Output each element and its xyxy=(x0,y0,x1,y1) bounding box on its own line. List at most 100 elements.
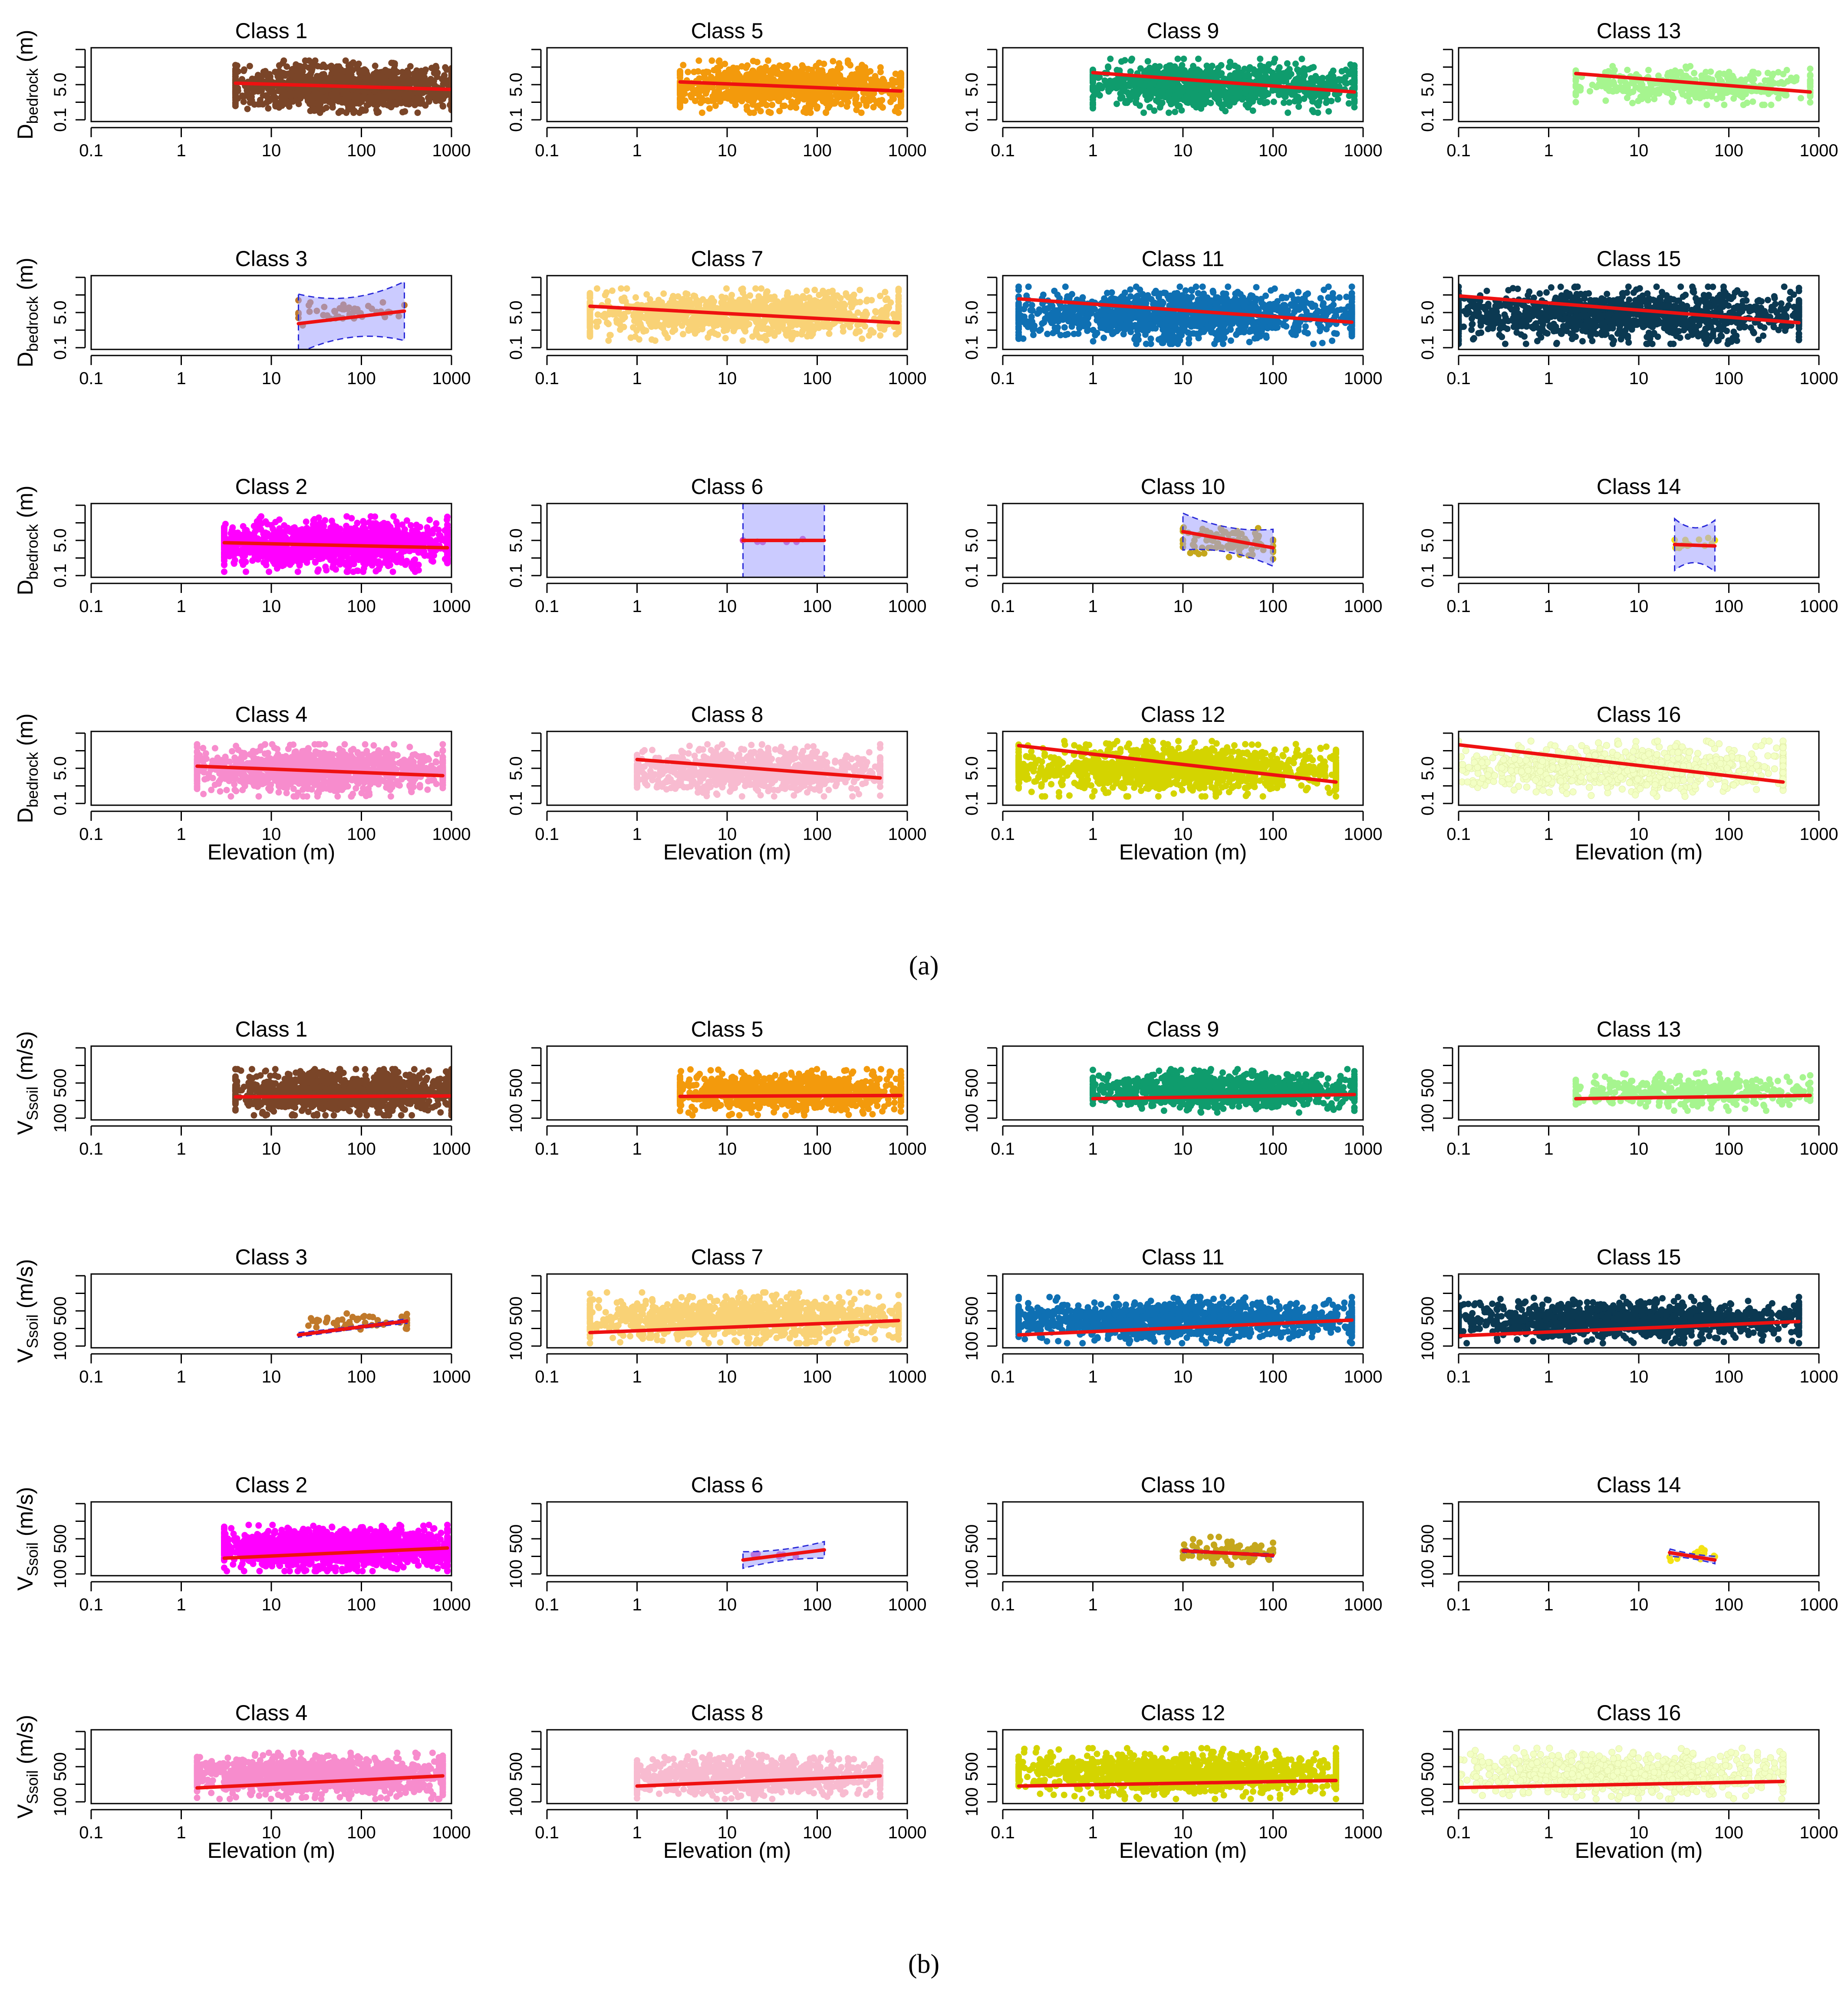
scatter-point xyxy=(1295,76,1302,83)
scatter-point xyxy=(769,304,775,311)
scatter-point xyxy=(794,298,801,305)
scatter-point xyxy=(784,289,791,296)
scatter-point xyxy=(609,287,616,294)
scatter-point xyxy=(1121,88,1128,95)
scatter-point xyxy=(258,86,265,93)
scatter-point xyxy=(1292,60,1299,67)
scatter-point xyxy=(603,319,610,326)
scatter-point xyxy=(1272,56,1278,63)
scatter-point xyxy=(448,101,451,108)
scatter-point xyxy=(1740,102,1747,109)
scatter-point xyxy=(844,99,851,106)
scatter-point xyxy=(771,293,778,300)
scatter-point xyxy=(399,69,406,76)
scatter-point xyxy=(672,326,679,333)
scatter-point xyxy=(1166,91,1173,98)
scatter-point xyxy=(895,329,902,336)
x-tick-label: 10 xyxy=(718,141,737,160)
scatter-point xyxy=(747,109,754,116)
scatter-point xyxy=(1654,87,1661,94)
scatter-point xyxy=(1351,104,1358,111)
scatter-point xyxy=(1090,79,1096,85)
scatter-point xyxy=(750,67,757,74)
scatter-point xyxy=(371,88,378,94)
scatter-point xyxy=(1096,74,1103,80)
scatter-point xyxy=(1144,58,1151,65)
scatter-point xyxy=(1755,70,1762,77)
scatter-point xyxy=(712,330,718,337)
scatter-point xyxy=(755,88,762,95)
scatter-point xyxy=(800,108,807,115)
scatter-point xyxy=(257,101,264,108)
scatter-point xyxy=(822,296,828,303)
scatter-point xyxy=(289,91,296,98)
scatter-point xyxy=(586,333,593,340)
scatter-point xyxy=(1166,66,1173,73)
panel-title: Class 13 xyxy=(1597,19,1681,43)
scatter-point xyxy=(771,332,778,339)
scatter-point xyxy=(758,100,765,107)
scatter-point xyxy=(443,66,450,73)
scatter-point xyxy=(278,89,285,95)
scatter-point xyxy=(1729,72,1736,79)
scatter-point xyxy=(328,92,335,99)
scatter-point xyxy=(749,98,756,105)
scatter-point xyxy=(1101,77,1108,84)
scatter-point xyxy=(798,331,805,338)
scatter-point xyxy=(877,332,884,339)
scatter-point xyxy=(734,318,741,325)
scatter-point xyxy=(388,88,395,95)
scatter-point xyxy=(1612,83,1619,90)
scatter-point xyxy=(755,316,762,323)
scatter-point xyxy=(1351,99,1358,106)
panel-frame xyxy=(546,47,908,122)
x-tick-label: 0.1 xyxy=(535,141,559,160)
scatter-point xyxy=(654,313,661,320)
scatter-point xyxy=(1698,76,1705,82)
scatter-point xyxy=(1172,109,1179,115)
scatter-point xyxy=(1295,103,1302,110)
scatter-point xyxy=(1733,88,1740,95)
scatter-point xyxy=(302,57,309,64)
scatter-point xyxy=(405,77,412,84)
scatter-point xyxy=(664,334,671,341)
scatter-point xyxy=(1703,102,1710,109)
plot-area xyxy=(232,57,451,116)
scatter-point xyxy=(605,337,612,344)
panel-frame xyxy=(90,275,452,350)
scatter-point xyxy=(362,69,369,76)
scatter-point xyxy=(677,99,683,105)
scatter-point xyxy=(705,69,712,76)
scatter-point xyxy=(1665,70,1672,77)
scatter-point xyxy=(804,310,811,317)
scatter-point xyxy=(752,285,759,292)
scatter-point xyxy=(722,335,729,342)
scatter-point xyxy=(1596,76,1603,82)
scatter-point xyxy=(666,319,673,326)
scatter-point xyxy=(1227,59,1234,66)
scatter-point xyxy=(892,70,899,77)
scatter-point xyxy=(384,102,391,109)
scatter-point xyxy=(685,320,692,327)
scatter-point xyxy=(895,323,902,330)
scatter-point xyxy=(774,298,781,305)
scatter-point xyxy=(695,57,702,64)
scatter-point xyxy=(637,320,644,327)
panel-frame xyxy=(1458,47,1820,122)
scatter-point xyxy=(816,59,823,66)
scatter-point xyxy=(677,72,683,79)
x-tick-label: 0.1 xyxy=(1446,141,1471,160)
scatter-point xyxy=(260,92,267,99)
scatter-point xyxy=(376,73,383,80)
scatter-point xyxy=(1298,56,1305,63)
scatter-point xyxy=(1314,109,1321,116)
scatter-point xyxy=(1624,66,1631,73)
scatter-point xyxy=(863,298,870,305)
scatter-point xyxy=(278,95,285,102)
scatter-point xyxy=(1607,81,1614,88)
scatter-point xyxy=(823,109,829,116)
scatter-point xyxy=(1190,63,1197,69)
scatter-point xyxy=(1180,56,1187,63)
